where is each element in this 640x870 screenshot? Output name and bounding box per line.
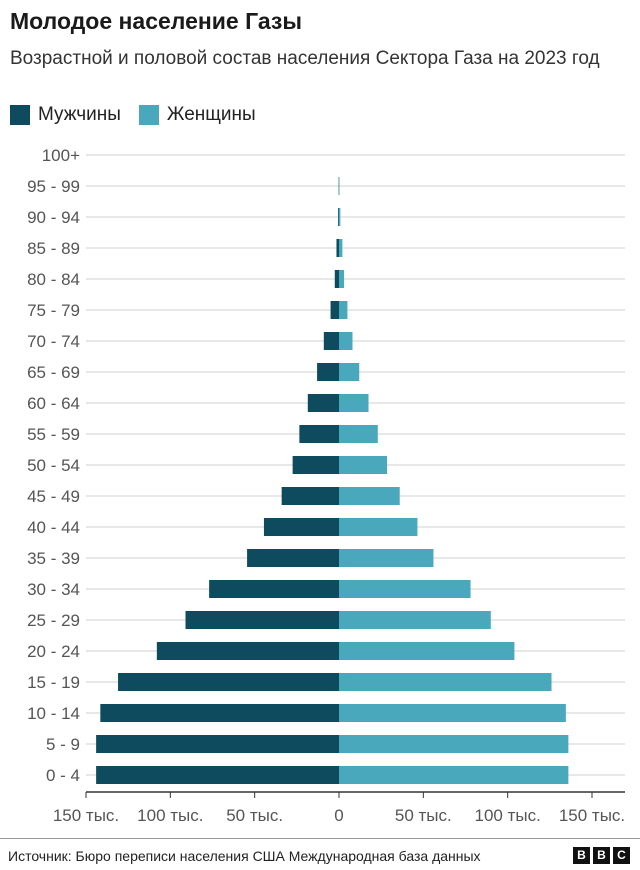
source-divider xyxy=(0,838,640,839)
bar-male xyxy=(96,735,340,753)
category-label: 20 - 24 xyxy=(27,642,80,661)
legend-swatch-male xyxy=(10,105,30,125)
bar-female xyxy=(339,177,340,195)
bbc-logo-letter-3: C xyxy=(613,847,630,864)
category-label: 0 - 4 xyxy=(46,766,80,785)
bar-male xyxy=(209,580,339,598)
x-tick-label: 50 тыс. xyxy=(226,806,283,825)
bar-male xyxy=(323,332,339,350)
bar-male xyxy=(247,549,339,567)
bar-female xyxy=(339,549,434,567)
bbc-logo-letter-2: B xyxy=(593,847,610,864)
legend-label-male: Мужчины xyxy=(38,104,121,125)
category-label: 55 - 59 xyxy=(27,425,80,444)
category-label: 65 - 69 xyxy=(27,363,80,382)
category-label: 5 - 9 xyxy=(46,735,80,754)
category-label: 75 - 79 xyxy=(27,301,80,320)
chart-title: Молодое население Газы xyxy=(10,8,302,34)
bar-female xyxy=(339,301,348,319)
x-axis-ticks: 150 тыс. 100 тыс. 50 тыс. 0 50 тыс. 100 тыс. 1… xyxy=(53,792,625,825)
bar-male xyxy=(185,611,339,629)
category-label: 40 - 44 xyxy=(27,518,80,537)
category-label: 95 - 99 xyxy=(27,177,80,196)
bar-female xyxy=(339,580,471,598)
x-tick-label: 0 xyxy=(334,806,343,825)
chart-subtitle: Возрастной и половой состав населения Се… xyxy=(10,48,600,69)
bar-female xyxy=(339,270,345,288)
bar-female xyxy=(339,394,369,412)
bar-male xyxy=(338,208,339,226)
x-tick-label: 150 тыс. xyxy=(559,806,625,825)
category-label: 45 - 49 xyxy=(27,487,80,506)
bar-male xyxy=(281,487,339,505)
bar-male xyxy=(96,766,340,784)
legend-item-male: Мужчины xyxy=(10,104,121,126)
category-label: 80 - 84 xyxy=(27,270,80,289)
category-labels: 100+ 95 - 99 90 - 94 85 - 89 80 - 84 75 - 79 7… xyxy=(27,146,80,785)
category-label: 15 - 19 xyxy=(27,673,80,692)
category-label: 90 - 94 xyxy=(27,208,80,227)
bar-male xyxy=(118,673,340,691)
bar-female xyxy=(339,332,353,350)
category-label: 60 - 64 xyxy=(27,394,80,413)
category-label: 25 - 29 xyxy=(27,611,80,630)
bar-female xyxy=(339,208,341,226)
bar-female xyxy=(339,735,569,753)
bar-female xyxy=(339,239,343,257)
bars xyxy=(96,177,569,784)
x-tick-label: 150 тыс. xyxy=(53,806,119,825)
bar-male xyxy=(307,394,339,412)
x-tick-label: 100 тыс. xyxy=(137,806,203,825)
x-tick-label: 100 тыс. xyxy=(475,806,541,825)
legend-item-female: Женщины xyxy=(138,104,256,126)
bar-male xyxy=(292,456,339,474)
category-label: 30 - 34 xyxy=(27,580,80,599)
bar-male xyxy=(100,704,339,722)
bar-male xyxy=(156,642,339,660)
bar-female xyxy=(339,642,515,660)
bar-female xyxy=(339,673,552,691)
bbc-logo-letter-1: B xyxy=(573,847,590,864)
population-pyramid-chart: 100+ 95 - 99 90 - 94 85 - 89 80 - 84 75 - 79 7… xyxy=(27,146,625,825)
bar-female xyxy=(339,518,418,536)
bar-male xyxy=(299,425,339,443)
bar-female xyxy=(339,766,569,784)
bar-female xyxy=(339,363,360,381)
bar-male xyxy=(334,270,339,288)
bar-female xyxy=(339,456,388,474)
bar-male xyxy=(336,239,339,257)
bbc-logo: B B C xyxy=(570,847,630,864)
category-label: 50 - 54 xyxy=(27,456,80,475)
bar-female xyxy=(339,704,566,722)
bar-male xyxy=(263,518,339,536)
legend-label-female: Женщины xyxy=(166,104,256,125)
bar-female xyxy=(339,425,378,443)
category-label: 100+ xyxy=(42,146,80,165)
category-label: 85 - 89 xyxy=(27,239,80,258)
bar-female xyxy=(339,611,491,629)
bar-female xyxy=(339,487,400,505)
category-label: 70 - 74 xyxy=(27,332,80,351)
source-note: Источник: Бюро переписи населения США Ме… xyxy=(8,848,481,864)
bar-male xyxy=(330,301,339,319)
category-label: 35 - 39 xyxy=(27,549,80,568)
legend: Мужчины Женщины xyxy=(10,104,274,126)
bar-male xyxy=(317,363,339,381)
x-tick-label: 50 тыс. xyxy=(395,806,452,825)
category-label: 10 - 14 xyxy=(27,704,80,723)
legend-swatch-female xyxy=(138,105,159,125)
